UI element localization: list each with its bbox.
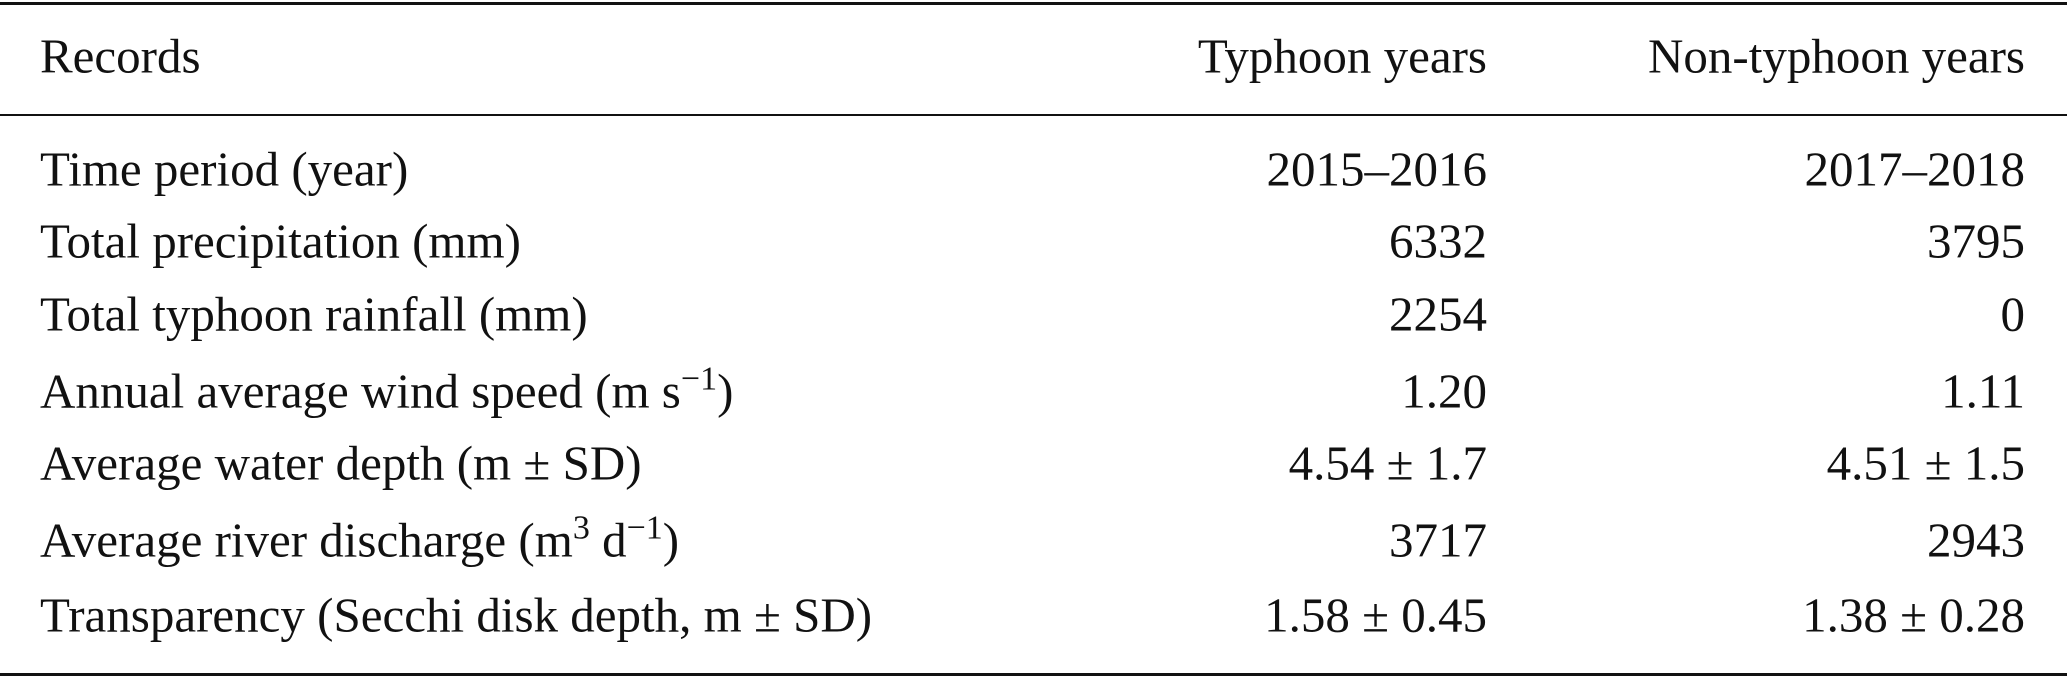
superscript: 3 bbox=[572, 509, 590, 547]
label-text: ) bbox=[662, 512, 680, 568]
header-cell: Non-typhoon years bbox=[1648, 28, 2025, 84]
row-label: Total precipitation (mm) bbox=[40, 217, 521, 266]
top-rule bbox=[0, 2, 2067, 5]
value-cell: 2943 bbox=[1927, 512, 2025, 568]
header-cell: Typhoon years bbox=[1197, 28, 1487, 84]
row-label: Transparency (Secchi disk depth, m ± SD) bbox=[40, 591, 872, 640]
value-cell: 2254 bbox=[1389, 286, 1487, 342]
value-cell: 2017–2018 bbox=[1804, 141, 2026, 197]
value-cell: 1.58 ± 0.45 bbox=[1264, 587, 1487, 643]
label-text: Total precipitation (mm) bbox=[40, 213, 521, 269]
row-label: Time period (year) bbox=[40, 145, 408, 194]
value-cell: 2015–2016 bbox=[1266, 141, 1488, 197]
label-text: Average river discharge (m bbox=[40, 512, 573, 568]
value-cell: 3795 bbox=[1927, 213, 2025, 269]
value-cell: 3717 bbox=[1389, 512, 1487, 568]
header-rule bbox=[0, 114, 2067, 116]
value-cell: 4.51 ± 1.5 bbox=[1826, 435, 2025, 491]
bottom-rule bbox=[0, 673, 2067, 676]
row-label: Average water depth (m ± SD) bbox=[40, 439, 642, 488]
value-cell: 6332 bbox=[1389, 213, 1487, 269]
value-cell: 1.11 bbox=[1941, 363, 2025, 419]
row-label: Average river discharge (m3 d−1) bbox=[40, 511, 680, 568]
label-text: d bbox=[589, 512, 627, 568]
label-text: Time period (year) bbox=[40, 141, 409, 197]
value-cell: 1.38 ± 0.28 bbox=[1802, 587, 2025, 643]
label-text: Total typhoon rainfall (mm) bbox=[40, 286, 588, 342]
label-text: Average water depth (m ± SD) bbox=[40, 435, 642, 491]
superscript: −1 bbox=[626, 509, 663, 547]
value-cell: 4.54 ± 1.7 bbox=[1288, 435, 1487, 491]
value-cell: 1.20 bbox=[1401, 363, 1487, 419]
value-cell: 0 bbox=[2000, 286, 2026, 342]
superscript: −1 bbox=[680, 360, 718, 398]
label-text: ) bbox=[717, 363, 734, 419]
label-text: Annual average wind speed (m s bbox=[40, 363, 681, 419]
row-label: Annual average wind speed (m s−1) bbox=[40, 362, 734, 419]
header-cell: Records bbox=[40, 28, 201, 84]
label-text: Transparency (Secchi disk depth, m ± SD) bbox=[40, 587, 873, 643]
row-label: Total typhoon rainfall (mm) bbox=[40, 290, 588, 339]
